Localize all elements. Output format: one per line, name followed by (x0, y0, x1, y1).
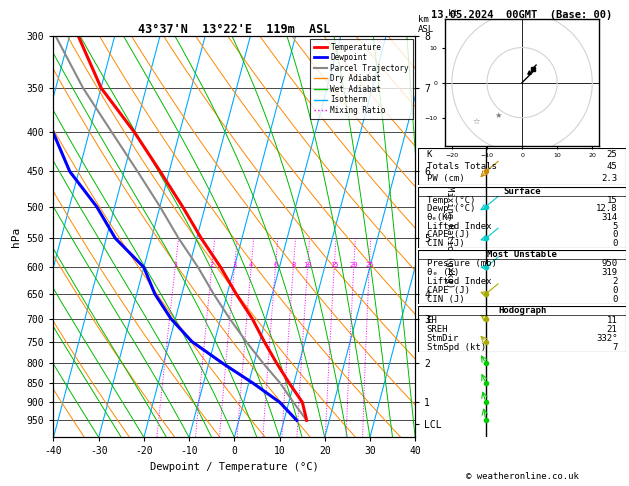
Text: 0: 0 (612, 286, 618, 295)
Text: 4: 4 (249, 262, 253, 268)
Text: 2: 2 (612, 277, 618, 286)
Text: 12.8: 12.8 (596, 204, 618, 213)
X-axis label: Dewpoint / Temperature (°C): Dewpoint / Temperature (°C) (150, 462, 319, 472)
Text: 314: 314 (601, 213, 618, 222)
Text: 8: 8 (291, 262, 296, 268)
Text: 332°: 332° (596, 334, 618, 343)
Text: km
ASL: km ASL (418, 15, 435, 34)
Text: EH: EH (426, 315, 437, 325)
Text: CIN (J): CIN (J) (426, 295, 464, 304)
Text: 11: 11 (607, 315, 618, 325)
Text: Dewp (°C): Dewp (°C) (426, 204, 475, 213)
Text: CIN (J): CIN (J) (426, 239, 464, 248)
Text: Totals Totals: Totals Totals (426, 162, 496, 171)
Text: Pressure (mb): Pressure (mb) (426, 259, 496, 268)
Text: Temp (°C): Temp (°C) (426, 196, 475, 205)
Text: 3: 3 (232, 262, 237, 268)
Text: 25: 25 (365, 262, 374, 268)
Text: Surface: Surface (503, 187, 541, 196)
Text: 2.3: 2.3 (601, 174, 618, 183)
Text: 5: 5 (612, 222, 618, 231)
Text: 319: 319 (601, 268, 618, 277)
Text: kt: kt (448, 9, 459, 18)
Text: 2: 2 (209, 262, 214, 268)
Text: Mixing Ratio (g/kg): Mixing Ratio (g/kg) (445, 186, 454, 288)
Text: 950: 950 (601, 259, 618, 268)
Text: 7: 7 (612, 343, 618, 352)
Text: 0: 0 (612, 239, 618, 248)
Text: CAPE (J): CAPE (J) (426, 286, 470, 295)
Text: 20: 20 (350, 262, 358, 268)
Text: 6: 6 (273, 262, 277, 268)
Legend: Temperature, Dewpoint, Parcel Trajectory, Dry Adiabat, Wet Adiabat, Isotherm, Mi: Temperature, Dewpoint, Parcel Trajectory… (309, 39, 413, 119)
Text: StmDir: StmDir (426, 334, 459, 343)
Text: 45: 45 (607, 162, 618, 171)
Text: ☆: ☆ (473, 118, 481, 127)
Text: 21: 21 (607, 325, 618, 334)
Text: K: K (426, 150, 432, 159)
Text: SREH: SREH (426, 325, 448, 334)
Text: © weatheronline.co.uk: © weatheronline.co.uk (465, 472, 579, 481)
Text: PW (cm): PW (cm) (426, 174, 464, 183)
Text: Lifted Index: Lifted Index (426, 222, 491, 231)
Text: 13.05.2024  00GMT  (Base: 00): 13.05.2024 00GMT (Base: 00) (431, 10, 613, 20)
Text: 15: 15 (330, 262, 338, 268)
Text: Most Unstable: Most Unstable (487, 250, 557, 259)
Text: CAPE (J): CAPE (J) (426, 230, 470, 239)
Text: 15: 15 (607, 196, 618, 205)
Text: 10: 10 (303, 262, 312, 268)
Text: Lifted Index: Lifted Index (426, 277, 491, 286)
Title: 43°37'N  13°22'E  119m  ASL: 43°37'N 13°22'E 119m ASL (138, 23, 330, 36)
Text: ★: ★ (494, 111, 501, 120)
Text: 0: 0 (612, 230, 618, 239)
Text: Hodograph: Hodograph (498, 306, 546, 315)
Text: θₑ (K): θₑ (K) (426, 268, 459, 277)
Text: 25: 25 (607, 150, 618, 159)
Text: StmSpd (kt): StmSpd (kt) (426, 343, 486, 352)
Text: 1: 1 (173, 262, 177, 268)
Text: θₑ(K): θₑ(K) (426, 213, 454, 222)
Text: 0: 0 (612, 295, 618, 304)
Y-axis label: hPa: hPa (11, 227, 21, 247)
